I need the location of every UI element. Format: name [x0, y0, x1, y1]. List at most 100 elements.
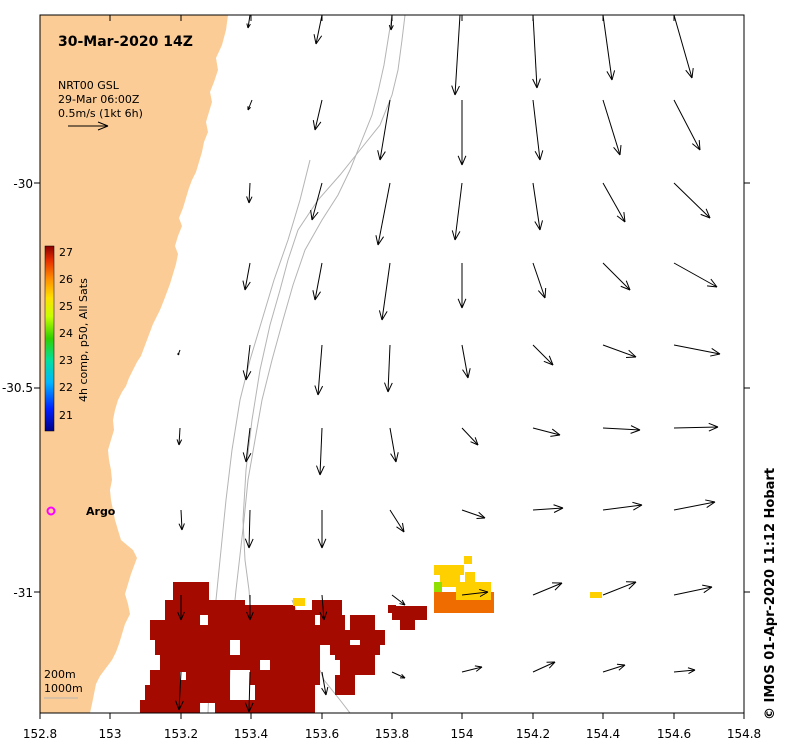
x-tick-label: 154.8 [727, 727, 761, 741]
current-arrow [451, 182, 463, 241]
current-arrow [178, 509, 185, 531]
current-arrow [602, 99, 622, 156]
contour-200m [227, 15, 393, 713]
sst-cell [440, 575, 460, 587]
sst-cell [180, 672, 186, 680]
sst-cell [245, 605, 295, 625]
sst-cell [590, 592, 602, 598]
sst-cell [230, 640, 240, 655]
bathy-label-1000m: 1000m [44, 682, 83, 695]
x-tick-label: 154.2 [516, 727, 550, 741]
colorbar-tick-label: 22 [59, 381, 73, 394]
sst-cell [293, 598, 305, 606]
current-arrow [247, 99, 253, 111]
argo-marker: Argo [46, 505, 116, 518]
current-arrow [319, 594, 328, 621]
axis-ticks [34, 15, 750, 719]
current-arrow [461, 509, 486, 520]
y-tick-labels: -30 -30.5 -31 [2, 177, 33, 600]
current-vectors [175, 15, 721, 713]
sst-cell [150, 670, 230, 685]
current-arrow [246, 15, 251, 29]
argo-icon [46, 506, 56, 516]
current-arrow [377, 99, 391, 161]
current-arrow [457, 263, 467, 309]
current-arrow [317, 510, 327, 549]
current-arrow [461, 427, 479, 446]
x-tick-label: 153 [99, 727, 122, 741]
colorbar-label: 4h comp, p50, All Sats [77, 278, 90, 402]
current-arrow [461, 344, 471, 379]
current-arrow [673, 99, 701, 151]
sst-cell [155, 640, 245, 655]
sst-cell [392, 606, 427, 620]
current-arrow [602, 425, 641, 434]
sst-cell [320, 615, 345, 635]
sst-cell [388, 605, 396, 613]
current-arrow [461, 665, 483, 673]
colorbar-tick-label: 21 [59, 409, 73, 422]
current-arrow [316, 427, 325, 476]
current-arrow [175, 671, 184, 711]
x-tick-label: 154 [451, 727, 474, 741]
current-arrow [461, 588, 489, 597]
sst-cell [200, 615, 208, 625]
colorbar-tick-label: 25 [59, 300, 73, 313]
x-tick-label: 154.4 [586, 727, 620, 741]
sst-cell [150, 620, 245, 640]
contour-1000m [242, 15, 406, 701]
sst-cell [340, 660, 375, 675]
current-arrow [673, 667, 696, 674]
sst-cell [312, 600, 342, 615]
colorbar: 27 26 25 24 23 22 21 4h comp, p50, All S… [44, 245, 90, 432]
current-arrow [321, 671, 329, 696]
current-arrow [312, 99, 323, 131]
current-arrow [246, 182, 253, 204]
current-arrow [242, 427, 252, 463]
scale-arrow [68, 121, 109, 131]
current-arrow [391, 671, 406, 679]
current-arrow [391, 594, 406, 606]
current-arrow [451, 15, 461, 96]
x-tick-label: 152.8 [23, 727, 57, 741]
current-arrow [532, 262, 547, 299]
x-tick-labels: 152.8 153 153.2 153.4 153.6 153.8 154 15… [23, 727, 761, 741]
colorbar-tick-label: 24 [59, 327, 73, 340]
current-arrow [314, 344, 324, 396]
current-arrow [602, 15, 616, 81]
x-tick-label: 153.2 [164, 727, 198, 741]
sst-cell [434, 565, 464, 575]
x-tick-label: 154.6 [657, 727, 691, 741]
bathymetry-legend: 200m 1000m [44, 668, 83, 699]
current-arrow [673, 262, 718, 288]
current-arrow [602, 663, 626, 673]
current-arrow [532, 582, 563, 596]
current-arrow [310, 182, 323, 221]
current-arrow [312, 262, 323, 301]
current-arrow [384, 344, 393, 393]
current-arrow [532, 99, 544, 161]
current-arrow [673, 182, 711, 219]
sst-cell [465, 572, 475, 582]
current-arrow [244, 509, 254, 549]
bathy-label-200m: 200m [44, 668, 76, 681]
x-tick-label: 153.4 [234, 727, 268, 741]
current-arrow [457, 100, 467, 166]
argo-label: Argo [86, 505, 116, 518]
sst-cell [173, 582, 209, 602]
sst-cell [260, 660, 270, 670]
current-arrow [375, 182, 391, 246]
map-title: 30-Mar-2020 14Z [58, 34, 193, 50]
current-arrow [673, 422, 719, 432]
y-tick-label: -31 [13, 586, 33, 600]
current-arrow [602, 581, 637, 596]
colorbar-tick-label: 23 [59, 354, 73, 367]
current-arrow [244, 671, 254, 713]
sst-cell [370, 630, 385, 645]
current-arrow [602, 501, 643, 511]
credit-text: © IMOS 01-Apr-2020 11:12 Hobart [763, 467, 778, 720]
current-arrow [673, 499, 716, 511]
sst-cell [400, 620, 415, 630]
sst-cell [255, 685, 315, 713]
current-arrow [673, 344, 721, 357]
